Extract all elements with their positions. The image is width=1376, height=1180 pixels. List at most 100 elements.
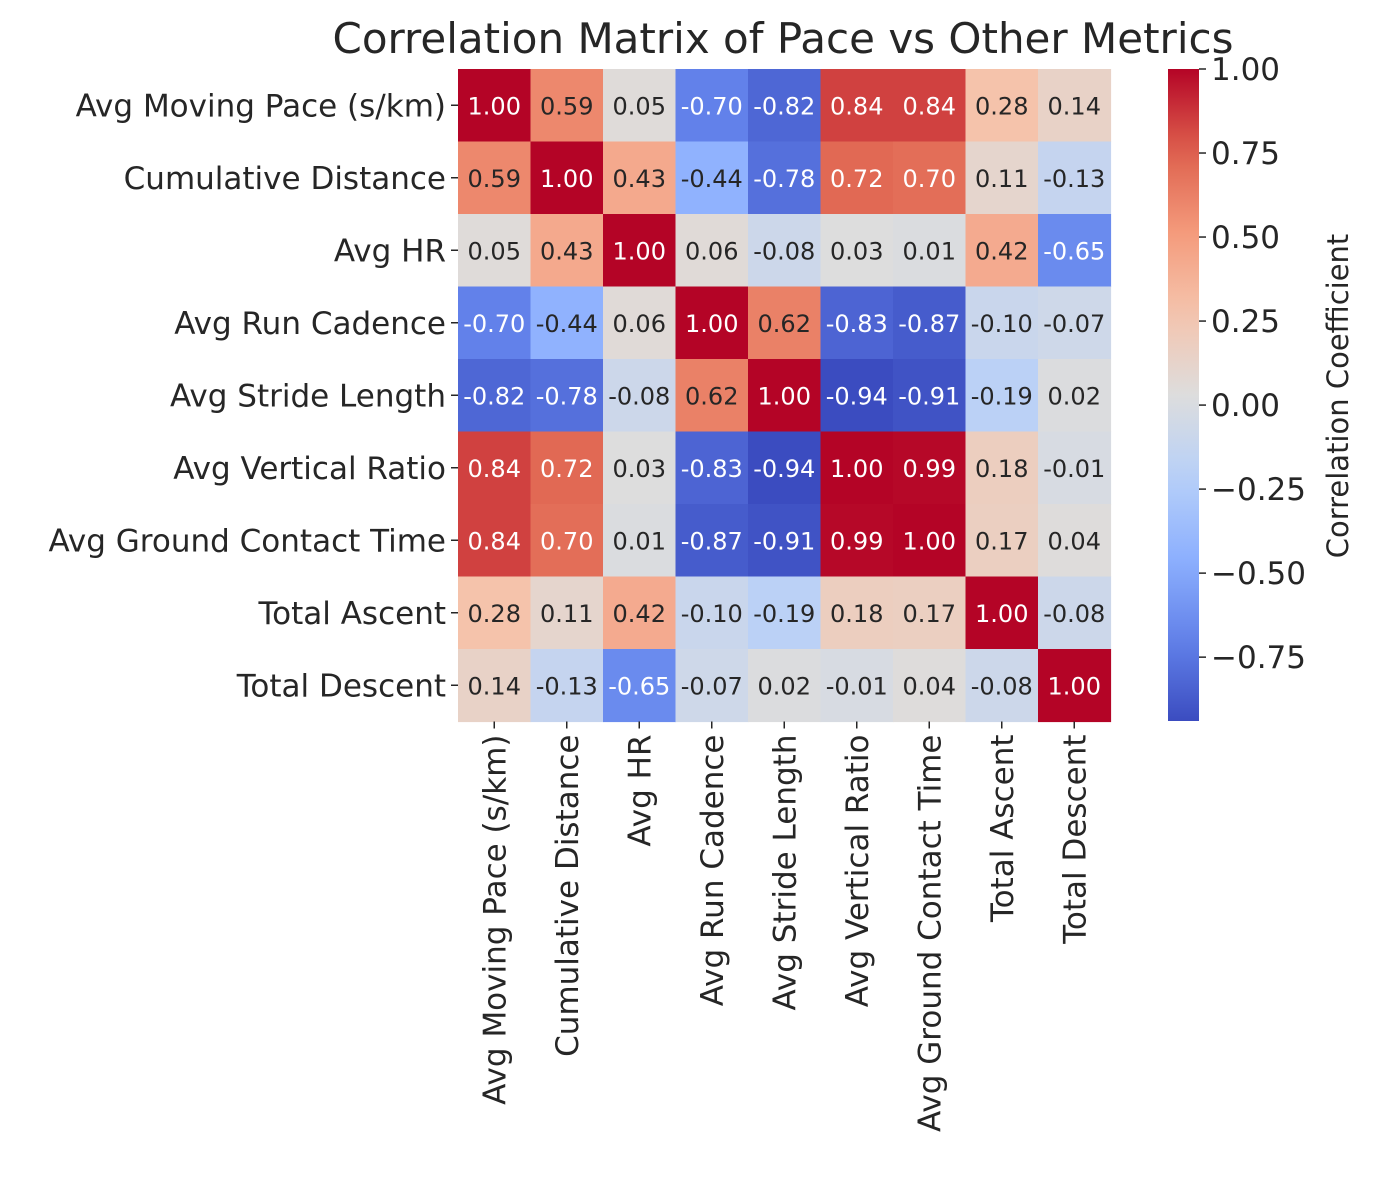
heatmap-cell-3-2 — [603, 286, 677, 360]
colorbar-tick-label-3: 0.25 — [1211, 304, 1280, 340]
heatmap-cell-label-3-3: 1.00 — [685, 310, 738, 338]
heatmap-cell-1-4 — [748, 141, 822, 215]
column-label-3: Avg Run Cadence — [695, 735, 731, 1007]
heatmap-cell-label-8-7: -0.08 — [971, 672, 1033, 700]
heatmap-cell-1-7 — [965, 141, 1039, 215]
heatmap-cell-6-7 — [965, 504, 1039, 578]
column-label-4: Avg Stride Length — [767, 735, 803, 1011]
heatmap-cell-8-2 — [603, 649, 677, 723]
heatmap-cell-6-3 — [675, 504, 749, 578]
colorbar-tick-label-1: 0.75 — [1211, 136, 1280, 172]
colorbar-tick-label-2: 0.50 — [1211, 220, 1280, 256]
heatmap-cell-5-7 — [965, 431, 1039, 505]
heatmap-cell-label-0-4: -0.82 — [753, 92, 815, 120]
heatmap-cell-1-6 — [893, 141, 967, 215]
heatmap-cell-0-8 — [1038, 69, 1112, 143]
heatmap-cell-label-6-8: 0.04 — [1048, 527, 1101, 555]
heatmap-cell-label-4-4: 1.00 — [758, 382, 811, 410]
heatmap-cell-5-2 — [603, 431, 677, 505]
heatmap-cell-0-5 — [820, 69, 894, 143]
heatmap-cell-3-4 — [748, 286, 822, 360]
heatmap-cell-2-6 — [893, 214, 967, 288]
heatmap-cell-2-4 — [748, 214, 822, 288]
heatmap-cell-label-3-5: -0.83 — [826, 310, 888, 338]
heatmap-cell-label-5-0: 0.84 — [468, 455, 521, 483]
column-label-1: Cumulative Distance — [550, 735, 586, 1057]
heatmap-cell-8-6 — [893, 649, 967, 723]
heatmap-cell-label-5-7: 0.18 — [975, 455, 1028, 483]
heatmap-cell-4-8 — [1038, 359, 1112, 433]
heatmap-cells: 1.00 0.59 0.05 -0.70 -0.82 0.84 0.84 0.28 0.14 0.… — [458, 69, 1112, 723]
heatmap-cell-label-4-3: 0.62 — [685, 382, 738, 410]
heatmap-cell-label-5-4: -0.94 — [753, 455, 815, 483]
column-labels: Avg Moving Pace (s/km) Cumulative Distanc… — [477, 721, 1093, 1132]
row-label-5: Avg Vertical Ratio — [173, 451, 446, 487]
heatmap-cell-label-4-5: -0.94 — [826, 382, 888, 410]
heatmap-cell-label-2-5: 0.03 — [830, 237, 883, 265]
heatmap-cell-label-7-7: 1.00 — [975, 600, 1028, 628]
heatmap-cell-label-3-4: 0.62 — [758, 310, 811, 338]
chart-title: Correlation Matrix of Pace vs Other Metr… — [333, 14, 1234, 63]
row-label-1: Cumulative Distance — [124, 161, 446, 197]
heatmap-cell-4-4 — [748, 359, 822, 433]
heatmap-cell-8-1 — [530, 649, 604, 723]
heatmap-cell-3-8 — [1038, 286, 1112, 360]
heatmap-cell-3-3 — [675, 286, 749, 360]
heatmap-cell-label-0-7: 0.28 — [975, 92, 1028, 120]
heatmap-cell-label-1-0: 0.59 — [468, 165, 521, 193]
row-label-8: Total Descent — [236, 668, 446, 704]
heatmap-cell-2-5 — [820, 214, 894, 288]
heatmap-cell-label-0-1: 0.59 — [540, 92, 593, 120]
colorbar: 1.00 0.75 0.50 0.25 0.00 −0.25 −0.50 −0.75 — [1168, 52, 1306, 721]
heatmap-cell-8-3 — [675, 649, 749, 723]
heatmap-cell-0-2 — [603, 69, 677, 143]
heatmap-cell-label-7-4: -0.19 — [753, 600, 815, 628]
heatmap-cell-2-0 — [458, 214, 532, 288]
heatmap-cell-label-5-2: 0.03 — [613, 455, 666, 483]
row-label-4: Avg Stride Length — [170, 378, 446, 414]
heatmap-cell-label-8-5: -0.01 — [826, 672, 888, 700]
heatmap-cell-3-7 — [965, 286, 1039, 360]
heatmap-cell-4-2 — [603, 359, 677, 433]
heatmap-cell-label-4-1: -0.78 — [536, 382, 598, 410]
heatmap-cell-3-1 — [530, 286, 604, 360]
heatmap-cell-5-5 — [820, 431, 894, 505]
heatmap-cell-label-6-4: -0.91 — [753, 527, 815, 555]
heatmap-cell-label-6-5: 0.99 — [830, 527, 883, 555]
row-label-7: Total Ascent — [257, 596, 446, 632]
heatmap-cell-7-7 — [965, 576, 1039, 650]
heatmap-cell-label-3-1: -0.44 — [536, 310, 598, 338]
heatmap-cell-4-3 — [675, 359, 749, 433]
column-label-7: Total Ascent — [985, 735, 1021, 924]
heatmap-cell-label-1-2: 0.43 — [613, 165, 666, 193]
heatmap-cell-label-0-5: 0.84 — [830, 92, 883, 120]
heatmap-cell-label-2-8: -0.65 — [1043, 237, 1105, 265]
heatmap-cell-5-6 — [893, 431, 967, 505]
heatmap-cell-3-5 — [820, 286, 894, 360]
heatmap-cell-2-2 — [603, 214, 677, 288]
column-label-8: Total Descent — [1057, 735, 1093, 945]
heatmap-cell-label-2-4: -0.08 — [753, 237, 815, 265]
heatmap-cell-4-1 — [530, 359, 604, 433]
heatmap-cell-2-8 — [1038, 214, 1112, 288]
heatmap-cell-label-6-6: 1.00 — [903, 527, 956, 555]
heatmap-cell-label-7-6: 0.17 — [903, 600, 956, 628]
heatmap-cell-6-4 — [748, 504, 822, 578]
heatmap-cell-label-0-3: -0.70 — [681, 92, 743, 120]
heatmap-cell-label-3-7: -0.10 — [971, 310, 1033, 338]
heatmap-cell-6-5 — [820, 504, 894, 578]
column-label-6: Avg Ground Contact Time — [912, 735, 948, 1132]
heatmap-cell-label-2-1: 0.43 — [540, 237, 593, 265]
heatmap-cell-label-6-2: 0.01 — [613, 527, 666, 555]
heatmap-cell-label-1-3: -0.44 — [681, 165, 743, 193]
heatmap-cell-5-0 — [458, 431, 532, 505]
heatmap-cell-label-3-0: -0.70 — [463, 310, 525, 338]
heatmap-cell-7-4 — [748, 576, 822, 650]
heatmap-cell-label-5-5: 1.00 — [830, 455, 883, 483]
heatmap-cell-label-3-2: 0.06 — [613, 310, 666, 338]
heatmap-cell-8-8 — [1038, 649, 1112, 723]
heatmap-cell-label-8-3: -0.07 — [681, 672, 743, 700]
heatmap-cell-7-5 — [820, 576, 894, 650]
heatmap-cell-label-8-4: 0.02 — [758, 672, 811, 700]
heatmap-cell-label-4-8: 0.02 — [1048, 382, 1101, 410]
